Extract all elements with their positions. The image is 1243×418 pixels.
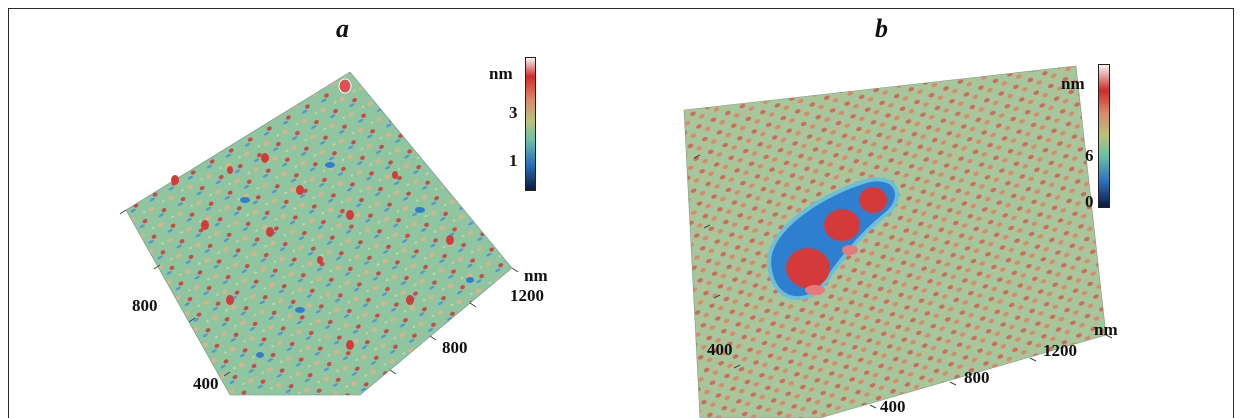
panel-b-colorbar (1098, 64, 1110, 208)
figure-frame (8, 8, 1234, 418)
panel-a-axis-unit: nm (524, 266, 548, 285)
surface-a (119, 71, 519, 396)
panel-a-colorbar-tick: 3 (509, 103, 518, 122)
panel-a-x-tick: 1200 (510, 286, 544, 305)
panel-a-colorbar-tick: 1 (509, 151, 518, 170)
panel-a-letter: a (336, 14, 349, 43)
panel-a-colorbar (525, 57, 536, 191)
panel-b-colorbar-unit: nm (1061, 74, 1085, 93)
panel-a-y-tick: 400 (193, 374, 219, 393)
surface-b (683, 65, 1113, 418)
panel-b-x-tick: 1200 (1043, 341, 1077, 360)
panel-b-colorbar-tick: 0 (1085, 192, 1094, 211)
panel-a-x-tick: 800 (442, 338, 468, 357)
surface-b-ticks (693, 154, 1113, 409)
surface-a-ticks (119, 209, 519, 377)
panel-a-y-tick: 800 (132, 296, 158, 315)
panel-b-axis-unit: nm (1094, 320, 1118, 339)
panel-a-colorbar-unit: nm (489, 64, 513, 83)
panel-b-colorbar-tick: 6 (1085, 146, 1094, 165)
panel-b-letter: b (875, 14, 888, 43)
panel-b-y-tick: 400 (707, 340, 733, 359)
panel-b-x-tick: 800 (964, 368, 990, 387)
surface-b-particles (767, 177, 899, 301)
panel-b-x-tick: 400 (880, 397, 906, 416)
surface-a-peaks (171, 78, 474, 358)
